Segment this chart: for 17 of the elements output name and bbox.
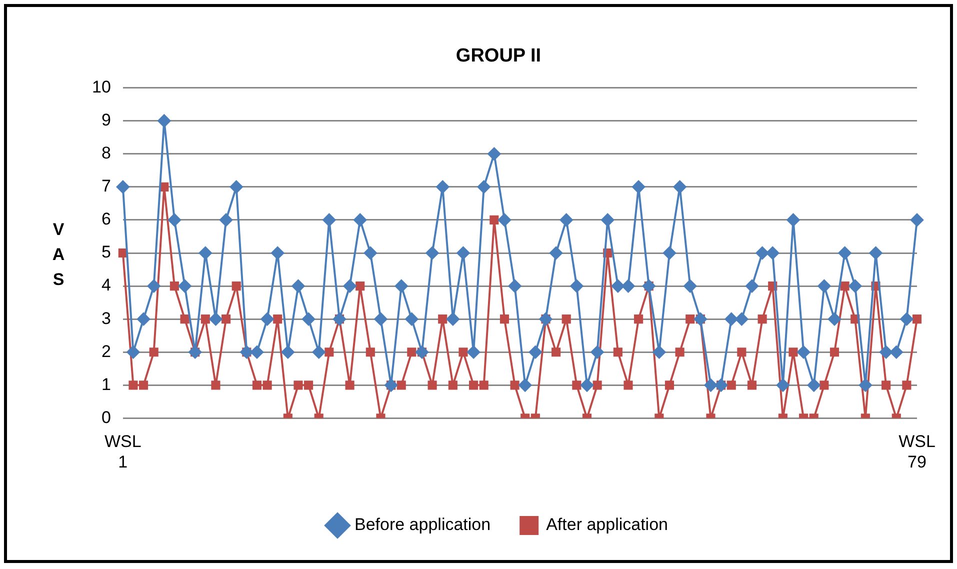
x-tick-label: WSL 79 bbox=[898, 432, 936, 472]
y-tick-label: 1 bbox=[101, 374, 111, 394]
legend-label: After application bbox=[546, 515, 668, 534]
y-tick-label: 8 bbox=[101, 144, 111, 163]
y-tick-label: 4 bbox=[101, 276, 111, 295]
y-tick-label: 6 bbox=[101, 210, 111, 229]
y-tick-label: 2 bbox=[101, 342, 111, 361]
y-tick-label: 7 bbox=[101, 176, 111, 196]
legend-label: Before application bbox=[354, 515, 491, 534]
y-axis-title: VAS bbox=[48, 220, 68, 295]
chart-title: GROUP II bbox=[456, 46, 542, 67]
y-tick-label: 10 bbox=[92, 77, 111, 96]
y-tick-label: 3 bbox=[101, 308, 111, 328]
y-tick-label: 5 bbox=[101, 242, 111, 262]
y-tick-label: 9 bbox=[101, 110, 111, 130]
x-tick-label: WSL 1 bbox=[104, 432, 142, 472]
y-tick-label: 0 bbox=[101, 408, 111, 427]
